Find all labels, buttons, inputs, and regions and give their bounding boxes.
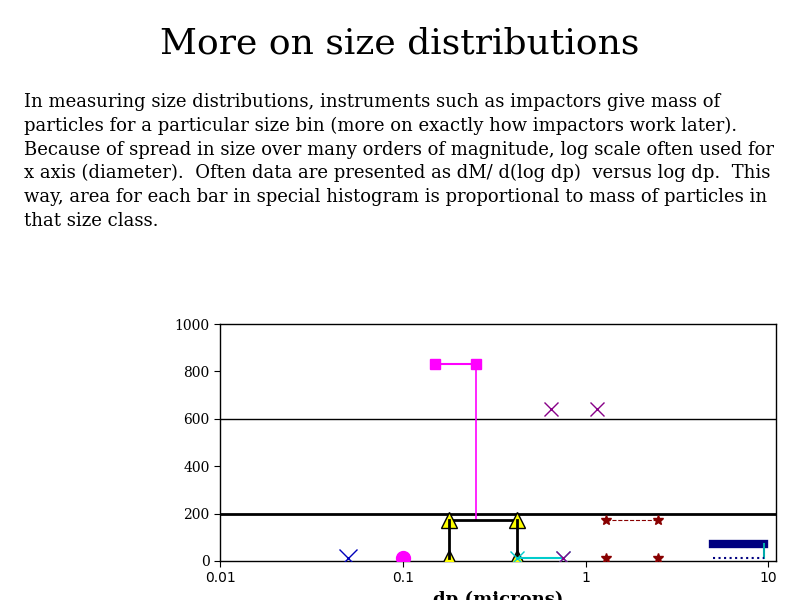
X-axis label: dp (microns): dp (microns) bbox=[433, 591, 563, 600]
Text: In measuring size distributions, instruments such as impactors give mass of
part: In measuring size distributions, instrum… bbox=[24, 93, 774, 230]
Text: More on size distributions: More on size distributions bbox=[160, 27, 640, 61]
